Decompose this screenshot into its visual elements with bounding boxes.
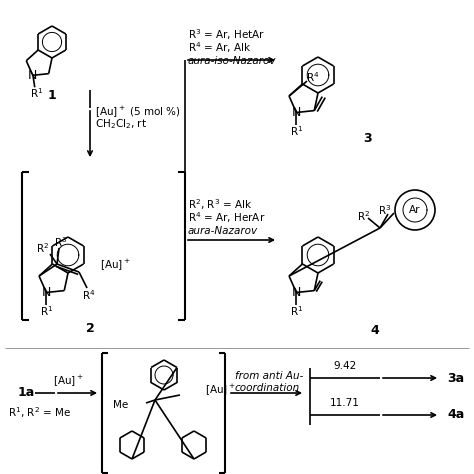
- Text: R$^4$ = Ar, HerAr: R$^4$ = Ar, HerAr: [188, 210, 265, 226]
- Text: 1a: 1a: [18, 386, 35, 400]
- Text: R$^1$: R$^1$: [290, 305, 303, 319]
- Text: Me: Me: [113, 400, 128, 410]
- Text: R$^1$: R$^1$: [290, 125, 303, 138]
- Text: 1: 1: [47, 89, 56, 101]
- Text: R$^1$: R$^1$: [40, 305, 53, 319]
- Text: R$^4$: R$^4$: [306, 70, 320, 84]
- Text: [Au]$^+$: [Au]$^+$: [53, 374, 83, 389]
- Text: 11.71: 11.71: [330, 398, 360, 408]
- Text: N: N: [292, 286, 301, 299]
- Text: R$^2$: R$^2$: [357, 209, 371, 223]
- Text: R$^1$: R$^1$: [30, 86, 44, 100]
- Text: 4: 4: [371, 323, 379, 337]
- Text: R$^1$, R$^2$ = Me: R$^1$, R$^2$ = Me: [8, 406, 71, 420]
- Text: 3a: 3a: [447, 372, 464, 384]
- Text: CH$_2$Cl$_2$, rt: CH$_2$Cl$_2$, rt: [95, 117, 147, 131]
- Text: R$^4$: R$^4$: [82, 288, 96, 302]
- Text: 9.42: 9.42: [333, 361, 356, 371]
- Text: R$^4$ = Ar, Alk: R$^4$ = Ar, Alk: [188, 41, 252, 55]
- Text: R$^3$: R$^3$: [378, 203, 392, 217]
- Text: [Au]$^+$: [Au]$^+$: [100, 256, 131, 272]
- Text: [Au]$^+$: [Au]$^+$: [205, 383, 236, 398]
- Text: 4a: 4a: [447, 409, 464, 421]
- Text: N: N: [292, 106, 301, 119]
- Text: aura-Nazarov: aura-Nazarov: [188, 226, 258, 236]
- Text: R$^3$: R$^3$: [55, 235, 68, 249]
- Text: 3: 3: [364, 131, 372, 145]
- Text: R$^2$: R$^2$: [36, 241, 50, 255]
- Text: 2: 2: [86, 321, 94, 335]
- Text: coordination: coordination: [235, 383, 300, 393]
- Text: aura-iso-Nazarov: aura-iso-Nazarov: [188, 56, 276, 66]
- Text: N: N: [42, 286, 51, 299]
- Text: N: N: [28, 69, 37, 82]
- Text: R$^2$, R$^3$ = Alk: R$^2$, R$^3$ = Alk: [188, 198, 253, 212]
- Text: Ar: Ar: [409, 205, 421, 215]
- Text: [Au]$^+$ (5 mol %): [Au]$^+$ (5 mol %): [95, 105, 181, 119]
- Text: from anti Au-: from anti Au-: [235, 371, 303, 381]
- Text: R$^3$ = Ar, HetAr: R$^3$ = Ar, HetAr: [188, 27, 265, 42]
